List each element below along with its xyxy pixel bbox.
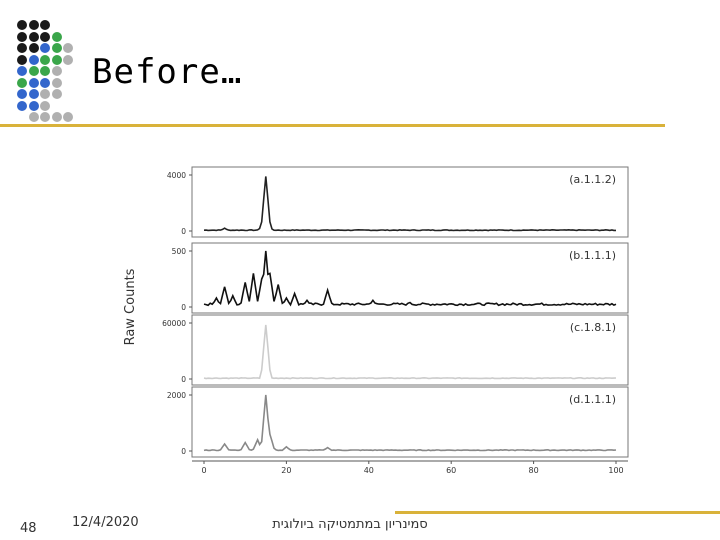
decor-dot	[40, 100, 50, 111]
series-line	[203, 250, 617, 307]
decor-dot	[28, 43, 39, 53]
y-tick-label: 0	[181, 375, 186, 384]
decor-dot	[17, 43, 27, 53]
decor-dot	[51, 112, 62, 122]
decor-dot	[28, 31, 39, 42]
y-tick-label: 0	[181, 447, 186, 456]
y-tick-label: 4000	[167, 171, 186, 180]
decor-dot	[40, 31, 50, 42]
decor-dot	[51, 31, 62, 42]
decor-dot	[63, 43, 73, 53]
decor-dot	[51, 43, 62, 53]
decor-dot	[17, 54, 27, 65]
panel-label: (b.1.1.1)	[569, 249, 616, 262]
panel-label: (a.1.1.2)	[569, 173, 616, 186]
decor-dot	[28, 100, 39, 111]
y-tick-label: 2000	[167, 391, 186, 400]
slide-date: 12/4/2020	[72, 515, 139, 530]
decor-dot	[28, 112, 39, 122]
footer-divider	[395, 511, 720, 514]
decor-dot	[51, 77, 62, 88]
decor-dot	[28, 66, 39, 76]
decor-dot	[40, 43, 50, 53]
decor-dot	[28, 77, 39, 88]
decor-dot	[28, 89, 39, 99]
slide-number: 48	[20, 521, 37, 536]
x-tick-label: 20	[281, 466, 291, 475]
decor-dot	[40, 66, 50, 76]
decor-dot	[51, 54, 62, 65]
panel-frame	[191, 166, 629, 238]
decor-dot	[51, 89, 62, 99]
series-line	[203, 176, 616, 232]
decor-dot	[40, 20, 50, 30]
x-tick-label: 80	[529, 466, 539, 475]
slide-title: Before…	[92, 52, 243, 92]
decor-dot	[40, 77, 50, 88]
decor-dot	[17, 77, 27, 88]
y-axis-label: Raw Counts	[123, 268, 138, 345]
decor-dot	[51, 66, 62, 76]
decor-dot	[40, 54, 50, 65]
footer-text: סמינריון במתמטיקה ביולוגית	[272, 517, 428, 532]
x-tick-label: 0	[201, 466, 206, 475]
y-tick-label: 0	[181, 227, 186, 236]
panel-frame	[191, 386, 629, 458]
decor-dot	[17, 66, 27, 76]
decor-dot	[28, 20, 39, 30]
decor-dot	[17, 89, 27, 99]
decor-dot	[17, 20, 27, 30]
y-tick-label: 60000	[162, 319, 186, 328]
panel-label: (c.1.8.1)	[570, 321, 616, 334]
decor-dot	[28, 54, 39, 65]
decor-dot	[17, 31, 27, 42]
decor-dot	[63, 54, 73, 65]
panel-frame	[191, 314, 629, 386]
x-tick-label: 40	[364, 466, 374, 475]
series-line	[203, 394, 617, 452]
decor-dot	[40, 89, 50, 99]
chart-svg: Raw Counts40000(a.1.1.2)5000(b.1.1.1)600…	[123, 166, 629, 475]
decor-dot	[63, 112, 73, 122]
decorative-dot-grid	[17, 20, 79, 128]
decor-dot	[40, 112, 50, 122]
series-line	[203, 324, 617, 380]
y-tick-label: 0	[181, 303, 186, 312]
chart-figure: Raw Counts 4000 0 (a.1.1.2) 500 0 (b.1.1.1) 600…	[120, 157, 640, 477]
panel-label: (d.1.1.1)	[569, 393, 616, 406]
x-tick-label: 60	[446, 466, 456, 475]
y-tick-label: 500	[172, 247, 187, 256]
title-divider	[0, 124, 665, 127]
decor-dot	[17, 100, 27, 111]
x-tick-label: 100	[608, 466, 623, 475]
